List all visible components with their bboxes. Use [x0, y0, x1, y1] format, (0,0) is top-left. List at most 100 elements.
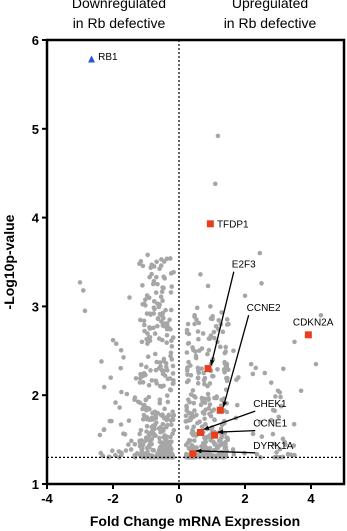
data-point	[117, 405, 122, 410]
data-point	[257, 250, 263, 256]
data-point	[146, 382, 152, 388]
data-point	[219, 310, 224, 315]
label-e2f3: E2F3	[232, 260, 256, 271]
data-point	[207, 402, 213, 407]
data-point	[164, 434, 170, 440]
data-point	[185, 321, 191, 327]
point-e2f3	[204, 365, 212, 373]
callout-dyrk1a	[195, 450, 256, 454]
data-point	[163, 364, 169, 370]
data-point	[99, 359, 104, 364]
data-point	[118, 365, 123, 371]
data-point	[159, 384, 164, 389]
y-axis-ticks: 1 2 3 4 5 6	[32, 33, 47, 492]
data-point	[205, 351, 210, 357]
data-point	[132, 452, 138, 458]
data-point	[142, 451, 148, 457]
data-point	[169, 422, 174, 428]
data-point	[318, 312, 324, 318]
callout-arrowhead-e2f3	[210, 359, 215, 366]
data-point	[157, 400, 163, 406]
data-point	[148, 265, 154, 270]
data-point	[186, 340, 192, 346]
data-point	[254, 451, 260, 457]
data-point	[258, 420, 263, 425]
data-point	[184, 425, 190, 430]
data-point	[270, 407, 276, 413]
data-point	[170, 409, 175, 414]
data-point	[154, 274, 159, 280]
data-point	[81, 288, 86, 293]
data-point	[206, 406, 212, 411]
data-point	[188, 415, 194, 421]
data-point	[140, 263, 146, 269]
callout-ccne2	[222, 315, 250, 408]
data-point	[144, 429, 149, 434]
data-point	[212, 335, 217, 341]
data-point	[161, 285, 166, 291]
data-point	[168, 418, 174, 423]
data-point	[155, 451, 160, 456]
data-point	[126, 418, 132, 423]
data-point	[121, 431, 126, 437]
data-point	[144, 435, 149, 441]
callout-arrowhead-ccne1	[217, 429, 224, 435]
data-point	[157, 435, 162, 441]
point-dyrk1a	[189, 450, 197, 458]
x-axis-label: Fold Change mRNA Expression	[90, 513, 300, 529]
data-point	[147, 334, 153, 340]
y-tick-label: 3	[32, 299, 39, 314]
data-point	[146, 394, 152, 400]
data-point	[195, 329, 201, 334]
point-cdkn2a	[304, 331, 312, 339]
data-point	[112, 452, 118, 458]
header-right-line2: in Rb defective	[224, 15, 317, 31]
data-point	[168, 353, 173, 359]
label-ccne1: CCNE1	[253, 419, 287, 430]
data-point	[82, 308, 88, 314]
point-rb1	[88, 55, 96, 63]
data-point	[195, 381, 201, 386]
data-point	[222, 361, 228, 367]
callout-arrowhead-chek1	[203, 425, 210, 430]
data-point	[148, 368, 153, 373]
data-point	[159, 289, 165, 295]
data-point	[183, 413, 189, 419]
data-point	[162, 406, 167, 412]
data-point	[184, 350, 190, 355]
data-point	[109, 448, 115, 454]
data-point	[167, 317, 172, 323]
data-point	[169, 344, 175, 349]
data-point	[144, 364, 149, 370]
y-tick-label: 1	[32, 477, 39, 492]
x-axis-ticks: -4 -2 0 2 4	[41, 484, 315, 506]
data-point	[197, 419, 202, 424]
data-point	[154, 359, 160, 365]
data-point	[155, 316, 161, 321]
gene-labels-layer: RB1 TFDP1 E2F3 CCNE2 CDKN2A CHEK1 CCNE1 DYRK1A	[98, 52, 334, 452]
data-point	[164, 332, 170, 338]
data-point	[137, 317, 143, 323]
data-point	[272, 441, 277, 447]
data-point	[168, 307, 174, 313]
data-point	[188, 392, 194, 397]
data-point	[156, 454, 161, 460]
data-point	[282, 439, 288, 445]
data-point	[164, 321, 170, 326]
data-point	[270, 431, 276, 437]
data-point	[212, 441, 218, 447]
data-point	[145, 354, 151, 360]
data-point	[193, 355, 199, 361]
data-point	[189, 442, 195, 448]
data-point	[161, 274, 166, 280]
data-point	[98, 450, 104, 456]
data-point	[226, 321, 231, 327]
data-point	[242, 293, 248, 299]
data-point	[206, 395, 211, 401]
data-point	[146, 295, 152, 301]
data-point	[219, 435, 224, 441]
data-point	[168, 439, 174, 445]
data-point	[119, 389, 124, 395]
data-point	[157, 439, 163, 445]
data-point	[144, 405, 149, 411]
